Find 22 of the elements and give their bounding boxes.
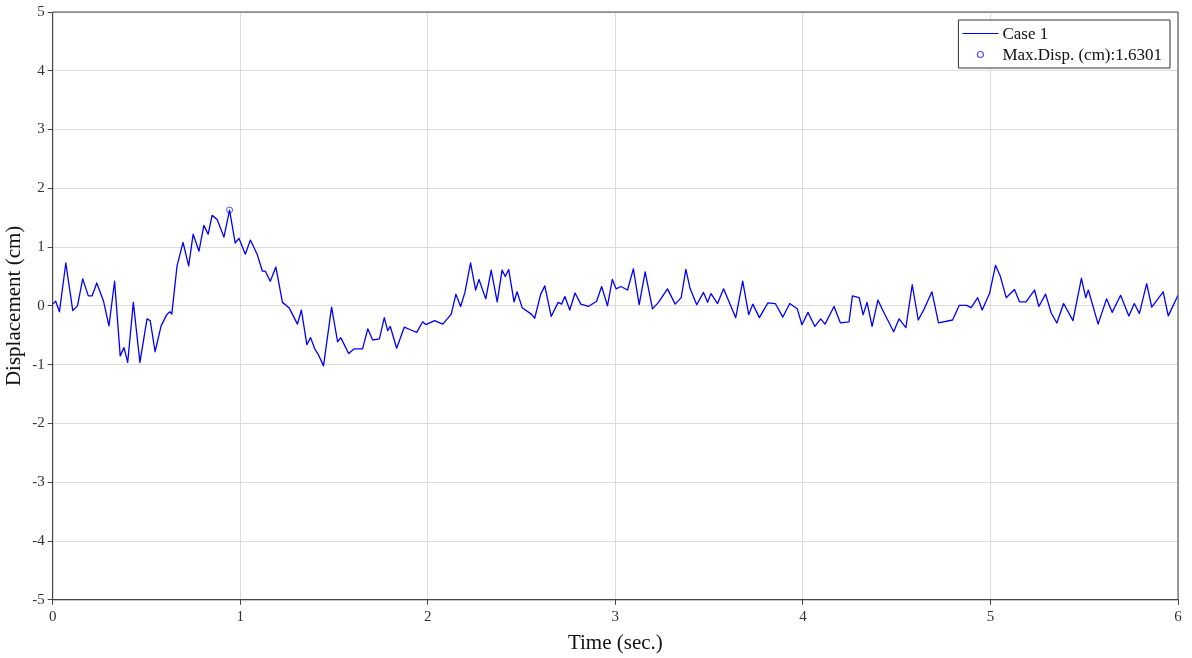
legend-label: Case 1: [1002, 23, 1049, 43]
x-tick-label: 0: [48, 607, 57, 624]
x-tick-label: 6: [1174, 607, 1183, 624]
x-tick-label: 1: [236, 607, 244, 624]
y-tick-label: -4: [32, 531, 46, 548]
legend-label: Max.Disp. (cm):1.6301: [1002, 44, 1162, 64]
y-axis-title: Displacement (cm): [1, 225, 26, 387]
x-tick-label: 5: [986, 607, 995, 624]
y-tick-label: 4: [37, 61, 46, 78]
x-tick-label: 3: [611, 607, 620, 624]
y-tick-label: 0: [37, 296, 45, 313]
x-axis-title: Time (sec.): [567, 629, 663, 654]
y-tick-label: 2: [37, 179, 45, 196]
y-tick-label: -5: [32, 590, 45, 607]
x-tick-label: 4: [799, 607, 808, 624]
y-tick-label: 3: [37, 120, 45, 137]
y-tick-label: -1: [32, 355, 45, 372]
y-tick-label: 1: [37, 238, 45, 255]
x-tick-label: 2: [424, 607, 432, 624]
y-tick-label: -3: [32, 473, 45, 490]
y-tick-label: 5: [37, 2, 45, 19]
y-tick-label: -2: [32, 414, 45, 431]
